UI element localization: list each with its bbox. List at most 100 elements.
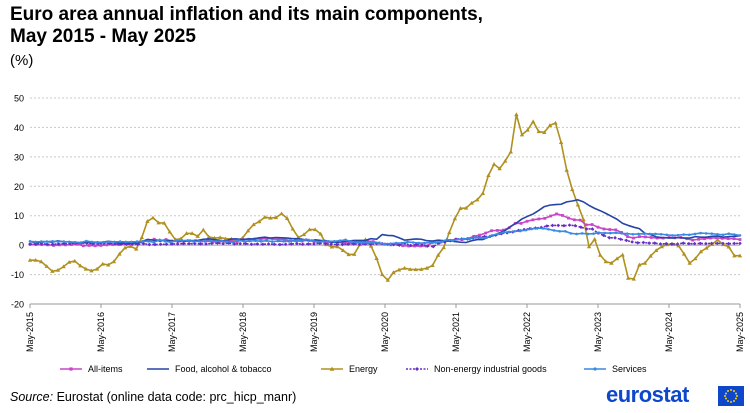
data-point: [186, 239, 190, 242]
data-point: [289, 242, 294, 246]
x-tick-label: May-2016: [96, 312, 106, 352]
data-point: [738, 241, 742, 246]
data-point: [642, 232, 646, 235]
legend-label: Non-energy industrial goods: [434, 364, 547, 374]
legend-label: All-items: [88, 364, 123, 374]
legend-label: Food, alcohol & tobacco: [175, 364, 272, 374]
y-tick-label: 40: [14, 123, 24, 133]
y-tick-label: -10: [11, 270, 24, 280]
data-point: [89, 268, 94, 273]
data-point: [501, 228, 505, 232]
chart-title-line1: Euro area annual inflation and its main …: [10, 4, 483, 25]
data-point: [703, 237, 706, 241]
data-point: [271, 237, 274, 241]
data-point: [727, 232, 731, 235]
data-point: [607, 235, 612, 240]
data-point: [441, 245, 446, 250]
data-point: [580, 232, 584, 235]
data-point: [273, 215, 279, 220]
data-point: [79, 241, 83, 244]
data-point: [671, 234, 674, 237]
x-tick-label: May-2024: [664, 312, 674, 352]
data-point: [378, 241, 381, 245]
data-point: [257, 219, 262, 224]
data-point: [681, 251, 687, 256]
data-point: [111, 259, 117, 264]
data-point: [697, 237, 700, 241]
data-point: [255, 242, 259, 246]
chart-title: Euro area annual inflation and its main …: [10, 4, 630, 48]
data-point: [631, 232, 635, 236]
data-point: [609, 231, 612, 235]
data-point: [52, 244, 56, 247]
data-point: [502, 158, 508, 163]
data-point: [229, 239, 233, 243]
data-point: [99, 244, 103, 247]
data-point: [597, 231, 601, 235]
data-point: [458, 206, 463, 210]
data-point: [300, 239, 304, 243]
data-point: [721, 233, 725, 237]
data-point: [380, 272, 385, 277]
data-point: [732, 241, 737, 246]
data-point: [549, 214, 553, 218]
data-point: [440, 240, 443, 244]
data-point: [614, 231, 618, 235]
data-point: [169, 240, 173, 244]
data-point: [259, 240, 263, 243]
data-point: [659, 244, 664, 249]
data-point: [598, 252, 603, 257]
data-point: [691, 238, 695, 242]
data-point: [525, 127, 530, 132]
data-point: [352, 252, 357, 256]
data-point: [535, 227, 539, 230]
x-tick-label: May-2022: [522, 312, 532, 352]
data-point: [282, 240, 285, 243]
data-point: [175, 239, 178, 243]
data-point: [284, 216, 290, 220]
data-point: [349, 240, 353, 243]
data-point: [536, 129, 541, 134]
data-point: [411, 241, 415, 244]
data-point: [135, 240, 139, 243]
data-point: [316, 240, 319, 244]
data-point: [653, 241, 657, 245]
data-point: [181, 241, 186, 246]
data-point: [508, 149, 513, 154]
data-point: [648, 253, 653, 258]
data-point: [128, 244, 133, 248]
data-point: [564, 167, 569, 172]
data-point: [33, 242, 38, 246]
data-point: [726, 241, 731, 246]
data-point: [276, 239, 280, 243]
data-point: [558, 230, 561, 233]
data-point: [614, 256, 620, 261]
data-point: [64, 243, 67, 247]
data-point: [428, 241, 432, 244]
data-point: [478, 233, 482, 237]
data-point: [306, 242, 311, 246]
data-point: [232, 242, 237, 246]
data-point: [327, 240, 330, 243]
data-point: [44, 264, 49, 268]
data-point: [491, 162, 497, 166]
data-point: [693, 256, 698, 261]
chart-title-line2: May 2015 - May 2025: [10, 26, 196, 47]
data-point: [45, 242, 49, 247]
data-point: [687, 260, 692, 265]
data-point: [152, 240, 156, 244]
data-point: [195, 234, 200, 238]
data-point: [357, 242, 362, 247]
data-point: [434, 241, 438, 244]
data-point: [150, 215, 156, 220]
data-point: [152, 237, 156, 241]
data-point: [62, 240, 66, 243]
data-point: [237, 239, 240, 242]
data-point: [456, 237, 460, 241]
data-point: [531, 218, 535, 222]
data-point: [93, 244, 97, 248]
data-point: [419, 244, 422, 248]
data-point: [189, 231, 195, 235]
data-point: [586, 244, 592, 249]
data-point: [442, 240, 447, 244]
